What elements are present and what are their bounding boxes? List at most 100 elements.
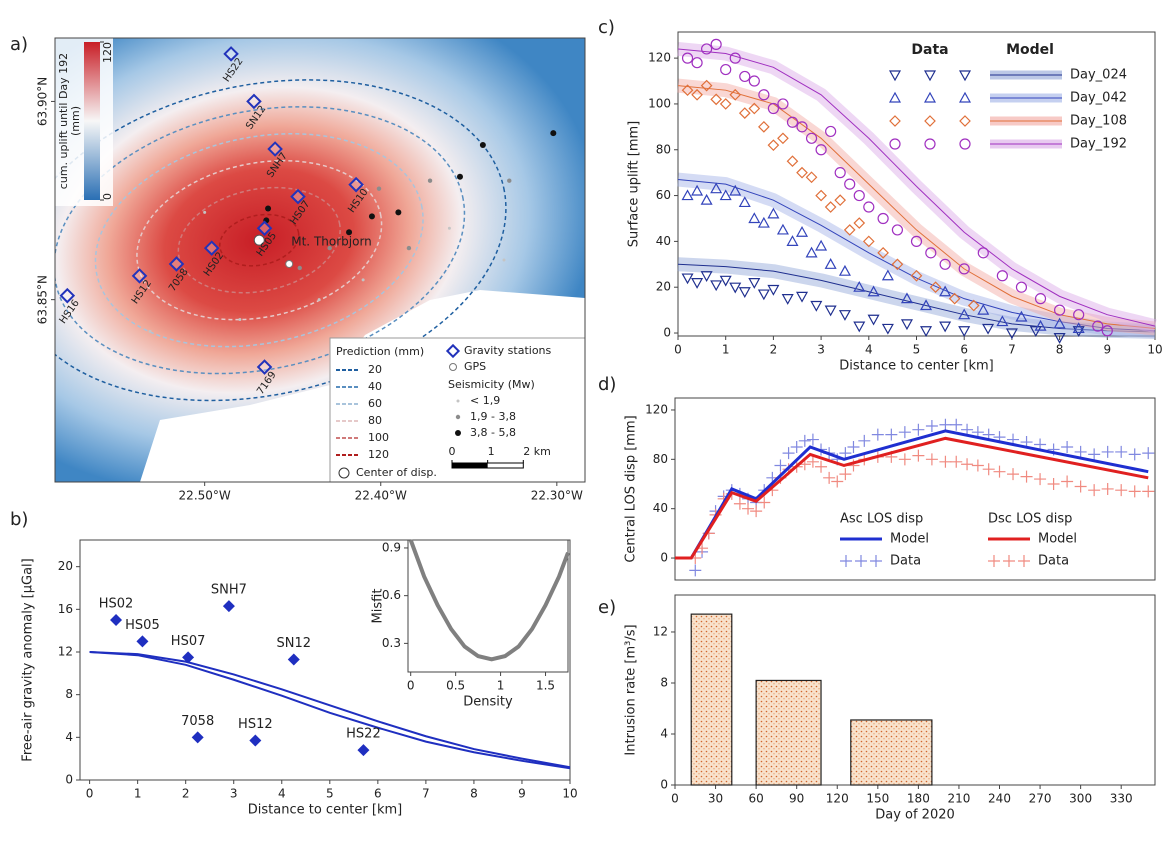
legend-label: Day_042 <box>1070 91 1127 106</box>
data-point <box>867 314 880 326</box>
data-point <box>939 285 952 297</box>
legend-label: < 1,9 <box>470 394 500 407</box>
data-point <box>958 308 971 320</box>
x-tick-label: 9 <box>518 787 526 801</box>
legend-marker <box>456 399 460 403</box>
data-cross <box>1047 478 1060 491</box>
scale-label: 2 km <box>523 445 551 458</box>
gravity-point <box>110 614 123 626</box>
data-point <box>967 299 980 312</box>
data-cross <box>939 455 952 468</box>
plot-frame <box>407 539 569 673</box>
y-tick-label: 0.9 <box>382 540 401 554</box>
data-point <box>681 52 694 64</box>
x-tick-label: 22.40°W <box>355 489 407 503</box>
data-point <box>977 303 990 315</box>
data-point <box>877 246 889 259</box>
plot-frame <box>79 539 571 781</box>
data-point <box>796 291 809 303</box>
x-tick-label: 4 <box>278 787 286 801</box>
x-tick-label: 6 <box>960 343 968 357</box>
data-point <box>1053 333 1066 344</box>
gravity-station <box>267 141 283 157</box>
data-point <box>1053 317 1066 329</box>
x-tick-label: 1.5 <box>536 679 555 693</box>
data-point <box>867 285 880 297</box>
plot-frame <box>54 37 586 483</box>
point-label: HS07 <box>171 634 206 649</box>
data-point <box>824 305 837 317</box>
data-point <box>1029 326 1042 337</box>
data-point <box>853 280 866 292</box>
data-cross <box>971 459 984 472</box>
gravity-station <box>348 176 364 193</box>
data-cross <box>912 449 925 462</box>
colorbar <box>84 42 100 200</box>
x-axis-title: Distance to center [km] <box>248 803 402 818</box>
data-point <box>786 155 799 168</box>
prediction-contour <box>55 106 466 375</box>
y-axis-title: Surface uplift [mm] <box>627 121 642 247</box>
y-tick-label: 80 <box>653 452 668 466</box>
data-cross <box>1088 484 1101 497</box>
legend-marker <box>1003 555 1015 567</box>
data-point <box>796 121 808 133</box>
earthquake <box>148 329 152 333</box>
misfit-curve <box>408 539 570 662</box>
legend-marker <box>959 115 971 127</box>
point-label: 7058 <box>181 714 214 729</box>
legend-label: Model <box>1038 532 1077 547</box>
data-point <box>777 98 789 110</box>
data-point <box>777 132 789 145</box>
y-tick-label: 100 <box>648 96 671 110</box>
data-point <box>881 323 894 335</box>
prediction-contour <box>219 213 300 267</box>
data-point <box>920 326 933 337</box>
data-point <box>1034 293 1047 305</box>
data-point <box>738 287 751 299</box>
data-cross <box>758 496 771 509</box>
data-cross <box>1061 440 1074 453</box>
point-label: SNH7 <box>211 583 247 598</box>
data-point <box>796 225 809 237</box>
data-point <box>748 102 761 115</box>
data-cross <box>815 460 828 473</box>
gravity-point <box>182 651 195 664</box>
x-tick-label: 1 <box>497 679 505 693</box>
legend-title: Asc LOS disp <box>840 512 923 527</box>
x-tick-label: 60 <box>748 792 763 806</box>
data-cross <box>847 440 860 453</box>
data-point <box>900 319 913 331</box>
data-point <box>748 212 761 224</box>
data-point <box>910 235 923 247</box>
place-label: Mt. Thorbjorn <box>291 235 372 249</box>
x-tick-label: 3 <box>230 787 238 801</box>
prediction-contour <box>136 159 383 321</box>
data-point <box>739 70 751 83</box>
data-cross <box>733 497 746 510</box>
panel-label: b) <box>10 509 28 530</box>
data-cross <box>961 458 974 471</box>
legend-marker <box>338 467 350 479</box>
data-point <box>758 120 770 133</box>
data-point <box>958 326 971 337</box>
bar <box>850 719 933 786</box>
data-point <box>719 189 732 201</box>
legend-marker <box>958 70 972 82</box>
data-point <box>815 144 827 156</box>
data-point <box>862 235 875 248</box>
x-tick-label: 0.5 <box>446 679 465 693</box>
data-point <box>710 93 723 106</box>
data-cross <box>939 418 952 431</box>
gravity-point <box>191 731 204 744</box>
bar <box>755 679 822 786</box>
x-tick-label: 90 <box>789 792 804 806</box>
data-cross <box>798 434 811 447</box>
y-tick-label: 8 <box>660 675 668 689</box>
y-tick-label: 120 <box>645 402 668 416</box>
y-tick-label: 0 <box>663 326 671 340</box>
model-line <box>677 48 1156 327</box>
data-point <box>1072 326 1085 337</box>
y-tick-label: 63.90°N <box>36 77 50 126</box>
data-point <box>738 196 751 208</box>
